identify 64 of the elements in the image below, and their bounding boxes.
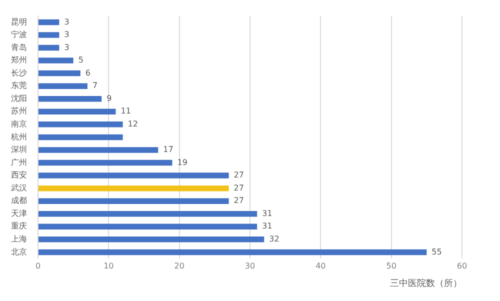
data-label: 12 — [128, 120, 138, 128]
y-tick-label: 郑州 — [11, 56, 27, 65]
data-label: 9 — [106, 94, 112, 103]
data-label: 3 — [64, 30, 70, 40]
y-tick-label: 深圳 — [11, 145, 27, 154]
data-label: 5 — [78, 56, 84, 65]
y-tick-label: 杭州 — [10, 132, 27, 142]
y-tick-label: 沈阳 — [11, 94, 27, 103]
y-tick-label: 西安 — [11, 170, 27, 180]
bar — [38, 122, 123, 128]
x-tick-label: 30 — [244, 261, 256, 270]
y-tick-label: 广州 — [11, 158, 27, 167]
data-label: 31 — [262, 208, 272, 218]
y-tick-label: 武汉 — [11, 183, 27, 192]
bar — [38, 108, 116, 115]
bar — [38, 249, 427, 256]
bar — [38, 96, 102, 102]
bar — [38, 134, 123, 140]
y-tick-label: 苏州 — [11, 106, 27, 116]
x-tick-label: 20 — [174, 261, 184, 270]
bar — [38, 198, 229, 204]
bar — [38, 172, 229, 178]
data-label: 6 — [85, 68, 90, 78]
x-tick-label: 50 — [386, 261, 396, 270]
y-tick-label: 宁波 — [11, 30, 27, 40]
bar — [38, 70, 80, 76]
y-tick-label: 昆明 — [11, 17, 27, 26]
y-tick-label: 天津 — [11, 208, 27, 218]
data-label: 11 — [120, 106, 131, 116]
bar — [38, 211, 258, 217]
bar — [38, 32, 60, 38]
data-label: 7 — [92, 81, 98, 90]
x-tick-label: 60 — [456, 261, 468, 270]
x-axis-title: 三中医院数（所） — [390, 278, 462, 289]
data-label: 27 — [234, 196, 244, 206]
x-tick-label: 40 — [316, 261, 326, 270]
bar — [38, 147, 158, 153]
bar — [38, 236, 264, 242]
data-label: 19 — [177, 158, 188, 167]
y-tick-label: 南京 — [11, 120, 27, 128]
bar — [38, 83, 88, 89]
bar — [38, 224, 258, 230]
data-label: 17 — [163, 145, 174, 154]
data-label: 3 — [64, 42, 70, 52]
y-tick-label: 东莞 — [11, 81, 27, 90]
data-label: 27 — [234, 170, 244, 180]
bar — [38, 44, 60, 51]
y-tick-label: 重庆 — [11, 222, 27, 231]
bar — [38, 185, 229, 192]
data-label: 31 — [262, 222, 272, 231]
data-label: 3 — [64, 17, 70, 26]
y-tick-label: 上海 — [11, 234, 27, 244]
x-tick-label: 10 — [104, 261, 114, 270]
data-label: 55 — [432, 247, 442, 256]
y-tick-label: 北京 — [11, 247, 27, 256]
y-tick-label: 青岛 — [11, 42, 27, 52]
bar — [38, 160, 172, 166]
data-label: 27 — [234, 183, 244, 192]
bar — [38, 58, 74, 64]
bar — [38, 19, 60, 26]
data-label: 32 — [269, 234, 280, 244]
y-tick-label: 成都 — [11, 196, 27, 206]
x-tick-label: 0 — [35, 261, 41, 270]
y-tick-label: 长沙 — [11, 68, 27, 78]
